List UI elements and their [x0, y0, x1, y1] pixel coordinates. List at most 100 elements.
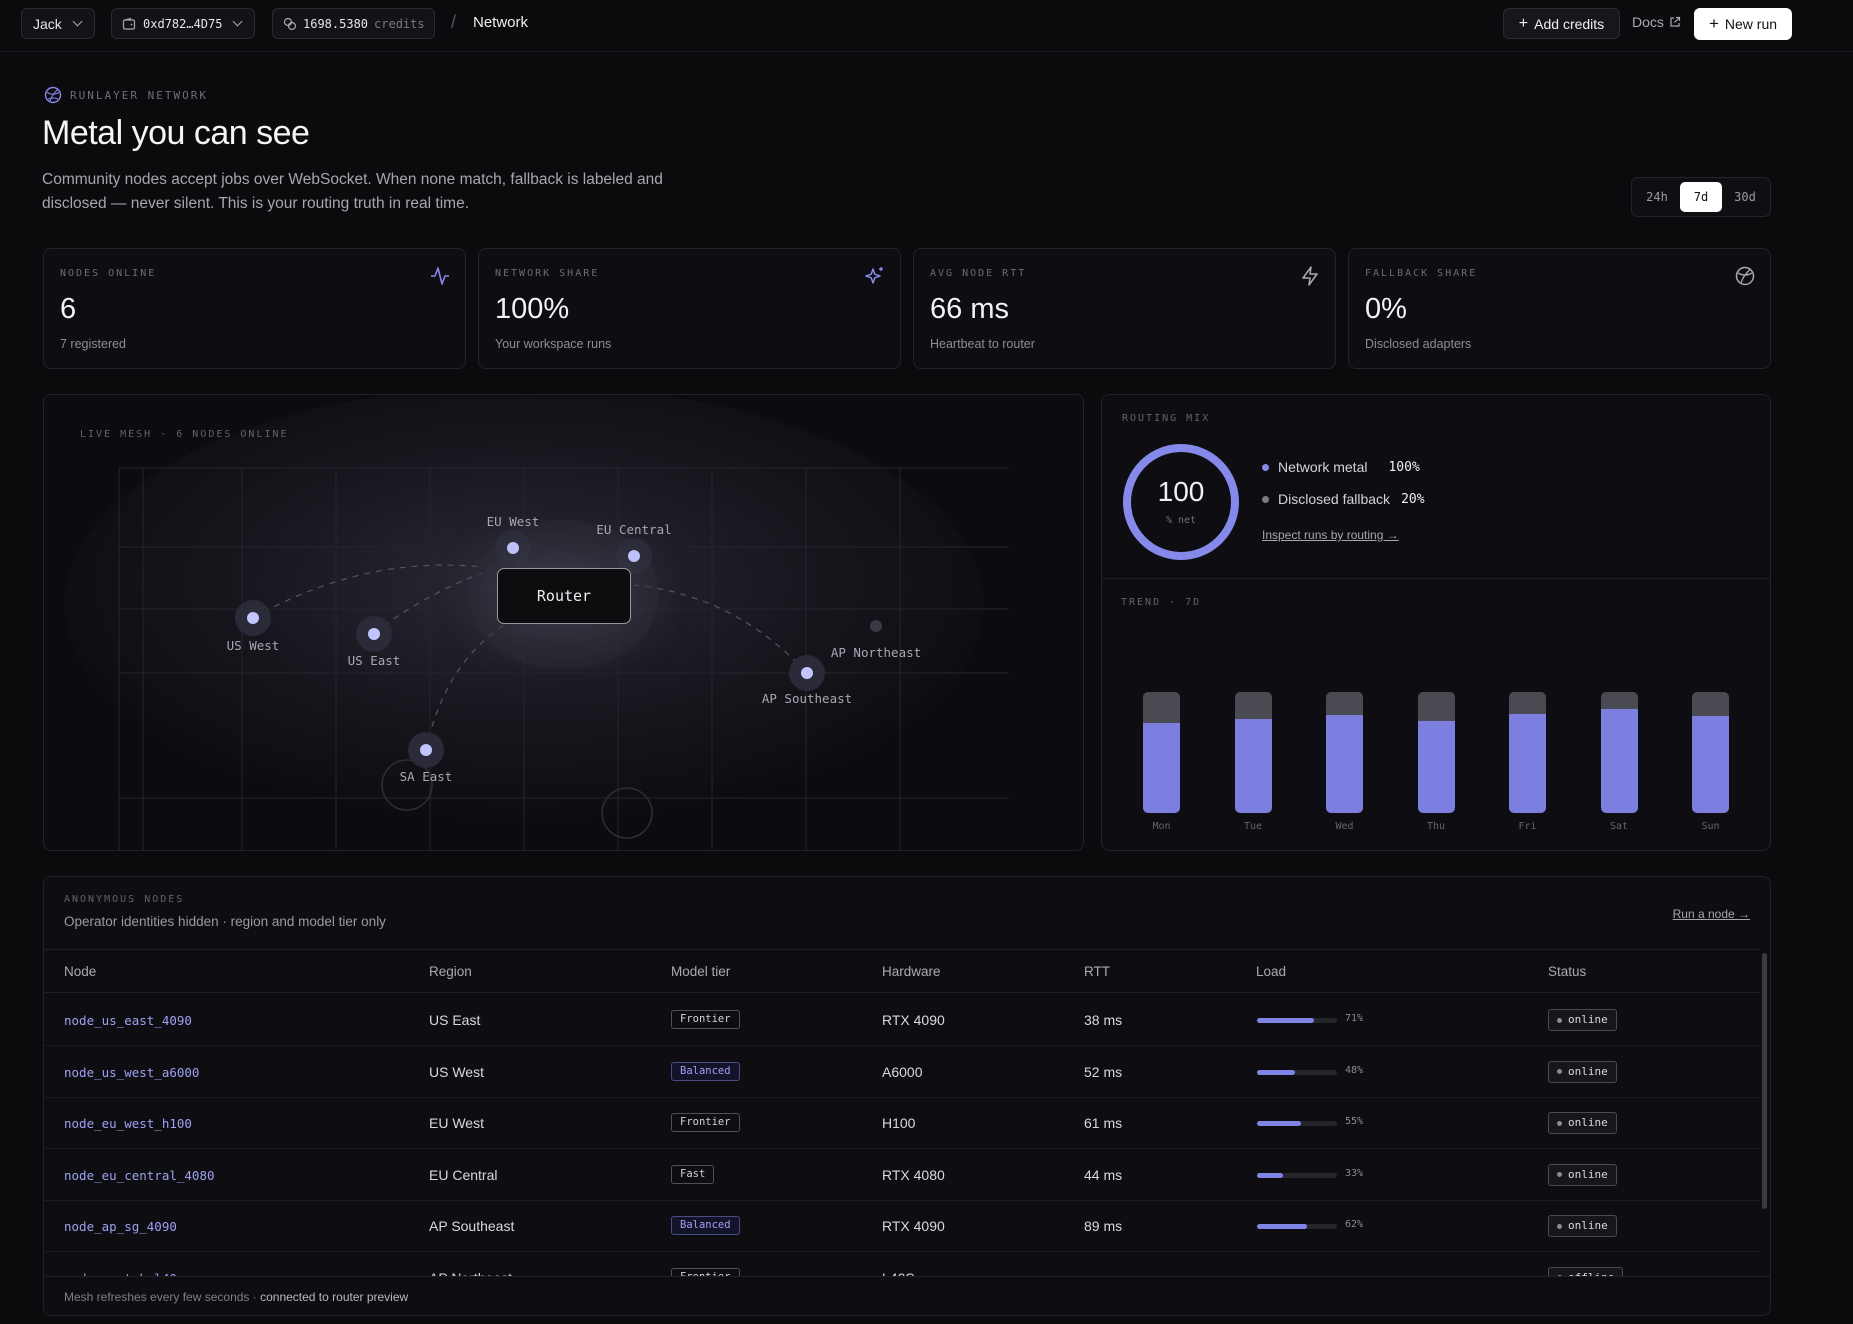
stat-label: NETWORK SHARE — [495, 268, 600, 279]
wallet-address: 0xd782…4D75 — [143, 16, 223, 31]
new-run-button[interactable]: + New run — [1694, 8, 1792, 40]
sparkles-icon — [865, 267, 883, 284]
stat-value: 6 — [60, 293, 77, 325]
trend-bar-fill — [1326, 715, 1363, 813]
node-id[interactable]: node_eu_central_4080 — [64, 1167, 215, 1183]
load-bar-fill — [1257, 1121, 1301, 1126]
load-bar — [1257, 1224, 1337, 1229]
node-hardware: A6000 — [882, 1063, 923, 1080]
mesh-node-us-west[interactable]: US West — [226, 638, 280, 653]
stat-sub: 7 registered — [60, 337, 127, 351]
stat-sub: Your workspace runs — [495, 337, 612, 351]
plus-icon: + — [1708, 14, 1719, 33]
credits-balance[interactable]: 1698.5380 credits — [272, 8, 435, 39]
status-dot — [1557, 1017, 1562, 1023]
col-hardware[interactable]: Hardware — [882, 964, 941, 979]
col-model-tier[interactable]: Model tier — [671, 964, 731, 979]
run-a-node-link[interactable]: Run a node → — [1672, 907, 1750, 921]
legend-name: Disclosed fallback — [1278, 491, 1391, 507]
routing-mix-label: ROUTING MIX — [1122, 413, 1211, 424]
eyebrow-text: RUNLAYER NETWORK — [70, 88, 208, 102]
workspace-switcher[interactable]: Jack — [21, 8, 95, 39]
col-rtt[interactable]: RTT — [1084, 964, 1110, 979]
col-region[interactable]: Region — [429, 964, 472, 979]
trend-bar-mon[interactable] — [1143, 692, 1180, 813]
table-row[interactable]: node_eu_west_h100 EU West Frontier H100 61 m… — [44, 1097, 1760, 1149]
stat-label: AVG NODE RTT — [930, 268, 1027, 279]
node-rtt: 89 ms — [1084, 1218, 1123, 1234]
table-row[interactable]: node_us_west_a6000 US West Balanced A6000 52… — [44, 1046, 1760, 1098]
external-link-icon — [1670, 16, 1681, 27]
trend-bar-fill — [1143, 723, 1180, 813]
range-24h[interactable]: 24h — [1646, 190, 1668, 204]
load-bar-fill — [1257, 1069, 1296, 1075]
trend-bar-wed[interactable] — [1326, 692, 1363, 813]
node-id[interactable]: node_us_west_a6000 — [64, 1064, 200, 1080]
load-bar — [1257, 1121, 1337, 1126]
mesh-node-eu-west[interactable]: EU West — [486, 514, 540, 529]
legend-pct: 100% — [1388, 459, 1420, 475]
load-bar-fill — [1257, 1224, 1307, 1229]
mesh-node-ap-southeast[interactable]: AP Southeast — [761, 691, 853, 706]
trend-bar-fill — [1692, 716, 1729, 813]
breadcrumb-separator: / — [451, 12, 457, 32]
mesh-node-eu-central[interactable]: EU Central — [596, 522, 672, 537]
node-id[interactable]: node_us_east_4090 — [64, 1013, 192, 1028]
range-7d[interactable]: 7d — [1680, 182, 1722, 212]
plus-icon: + — [1518, 14, 1529, 32]
node-id[interactable]: node_ap_sg_4090 — [64, 1219, 177, 1234]
stat-sub: Disclosed adapters — [1365, 337, 1472, 351]
trend-day-label: Tue — [1243, 821, 1263, 832]
trend-day-label: Thu — [1426, 821, 1446, 832]
trend-bar-tue[interactable] — [1234, 692, 1272, 813]
mesh-node-sa-east[interactable]: SA East — [399, 769, 453, 784]
node-hardware: RTX 4090 — [882, 1218, 945, 1234]
mesh-footer: Mesh refreshes every few seconds · conne… — [44, 1276, 1770, 1315]
table-row[interactable]: node_ap_sg_4090 AP Southeast Balanced RTX 4… — [44, 1200, 1760, 1252]
load-percent: 48% — [1345, 1064, 1364, 1076]
mesh-node-us-east[interactable]: US East — [347, 653, 401, 668]
model-tier-badge: Frontier — [671, 1010, 740, 1029]
status-text: online — [1568, 1116, 1608, 1129]
table-scrollbar[interactable] — [1762, 953, 1767, 1209]
col-node[interactable]: Node — [64, 964, 97, 979]
node-id[interactable]: node_eu_west_h100 — [64, 1116, 192, 1131]
trend-bar-sun[interactable] — [1692, 692, 1729, 813]
load-bar-fill — [1257, 1018, 1314, 1023]
status-badge: online — [1548, 1060, 1617, 1083]
load-bar — [1257, 1172, 1337, 1178]
trend-bar-fri[interactable] — [1509, 692, 1546, 813]
col-status[interactable]: Status — [1548, 964, 1587, 979]
node-rtt: 44 ms — [1084, 1166, 1123, 1183]
range-30d[interactable]: 30d — [1734, 190, 1756, 204]
inspect-runs-link[interactable]: Inspect runs by routing → — [1262, 528, 1399, 542]
router-node[interactable]: Router — [497, 568, 631, 624]
table-row[interactable]: node_us_east_4090 US East Frontier RTX 4090… — [44, 994, 1760, 1046]
table-row[interactable]: node_eu_central_4080 EU Central Fast RTX 40… — [44, 1149, 1760, 1201]
legend-pct: 20% — [1401, 491, 1425, 507]
legend-dot — [1262, 463, 1269, 471]
trend-bar-fill — [1509, 714, 1546, 813]
ring-value: 100 — [1157, 476, 1205, 507]
trend-bar-sat[interactable] — [1600, 692, 1638, 813]
status-badge: online — [1548, 1009, 1617, 1031]
status-dot — [1557, 1069, 1562, 1074]
trend-bar-fill — [1234, 719, 1272, 813]
stat-card-avg-rtt: AVG NODE RTT 66 ms Heartbeat to router — [913, 248, 1336, 369]
legend-name: Network metal — [1278, 459, 1368, 475]
node-region: US West — [429, 1063, 484, 1080]
table-header: Node Region Model tier Hardware RTT Load… — [44, 949, 1760, 993]
trend-bar-thu[interactable] — [1417, 692, 1455, 813]
status-dot — [1557, 1172, 1562, 1177]
zap-icon — [1302, 266, 1318, 286]
mesh-node-ap-northeast[interactable]: AP Northeast — [830, 645, 922, 660]
footer-text: Mesh refreshes every few seconds · — [64, 1290, 257, 1304]
add-credits-button[interactable]: + Add credits — [1503, 8, 1620, 39]
status-text: online — [1568, 1219, 1608, 1232]
trend-day-label: Sun — [1701, 821, 1720, 832]
wallet-switcher[interactable]: 0xd782…4D75 — [111, 8, 255, 39]
col-load[interactable]: Load — [1256, 964, 1287, 979]
routing-divider — [1102, 578, 1770, 579]
page-eyebrow: RUNLAYER NETWORK — [44, 86, 208, 104]
docs-link[interactable]: Docs — [1632, 14, 1681, 30]
